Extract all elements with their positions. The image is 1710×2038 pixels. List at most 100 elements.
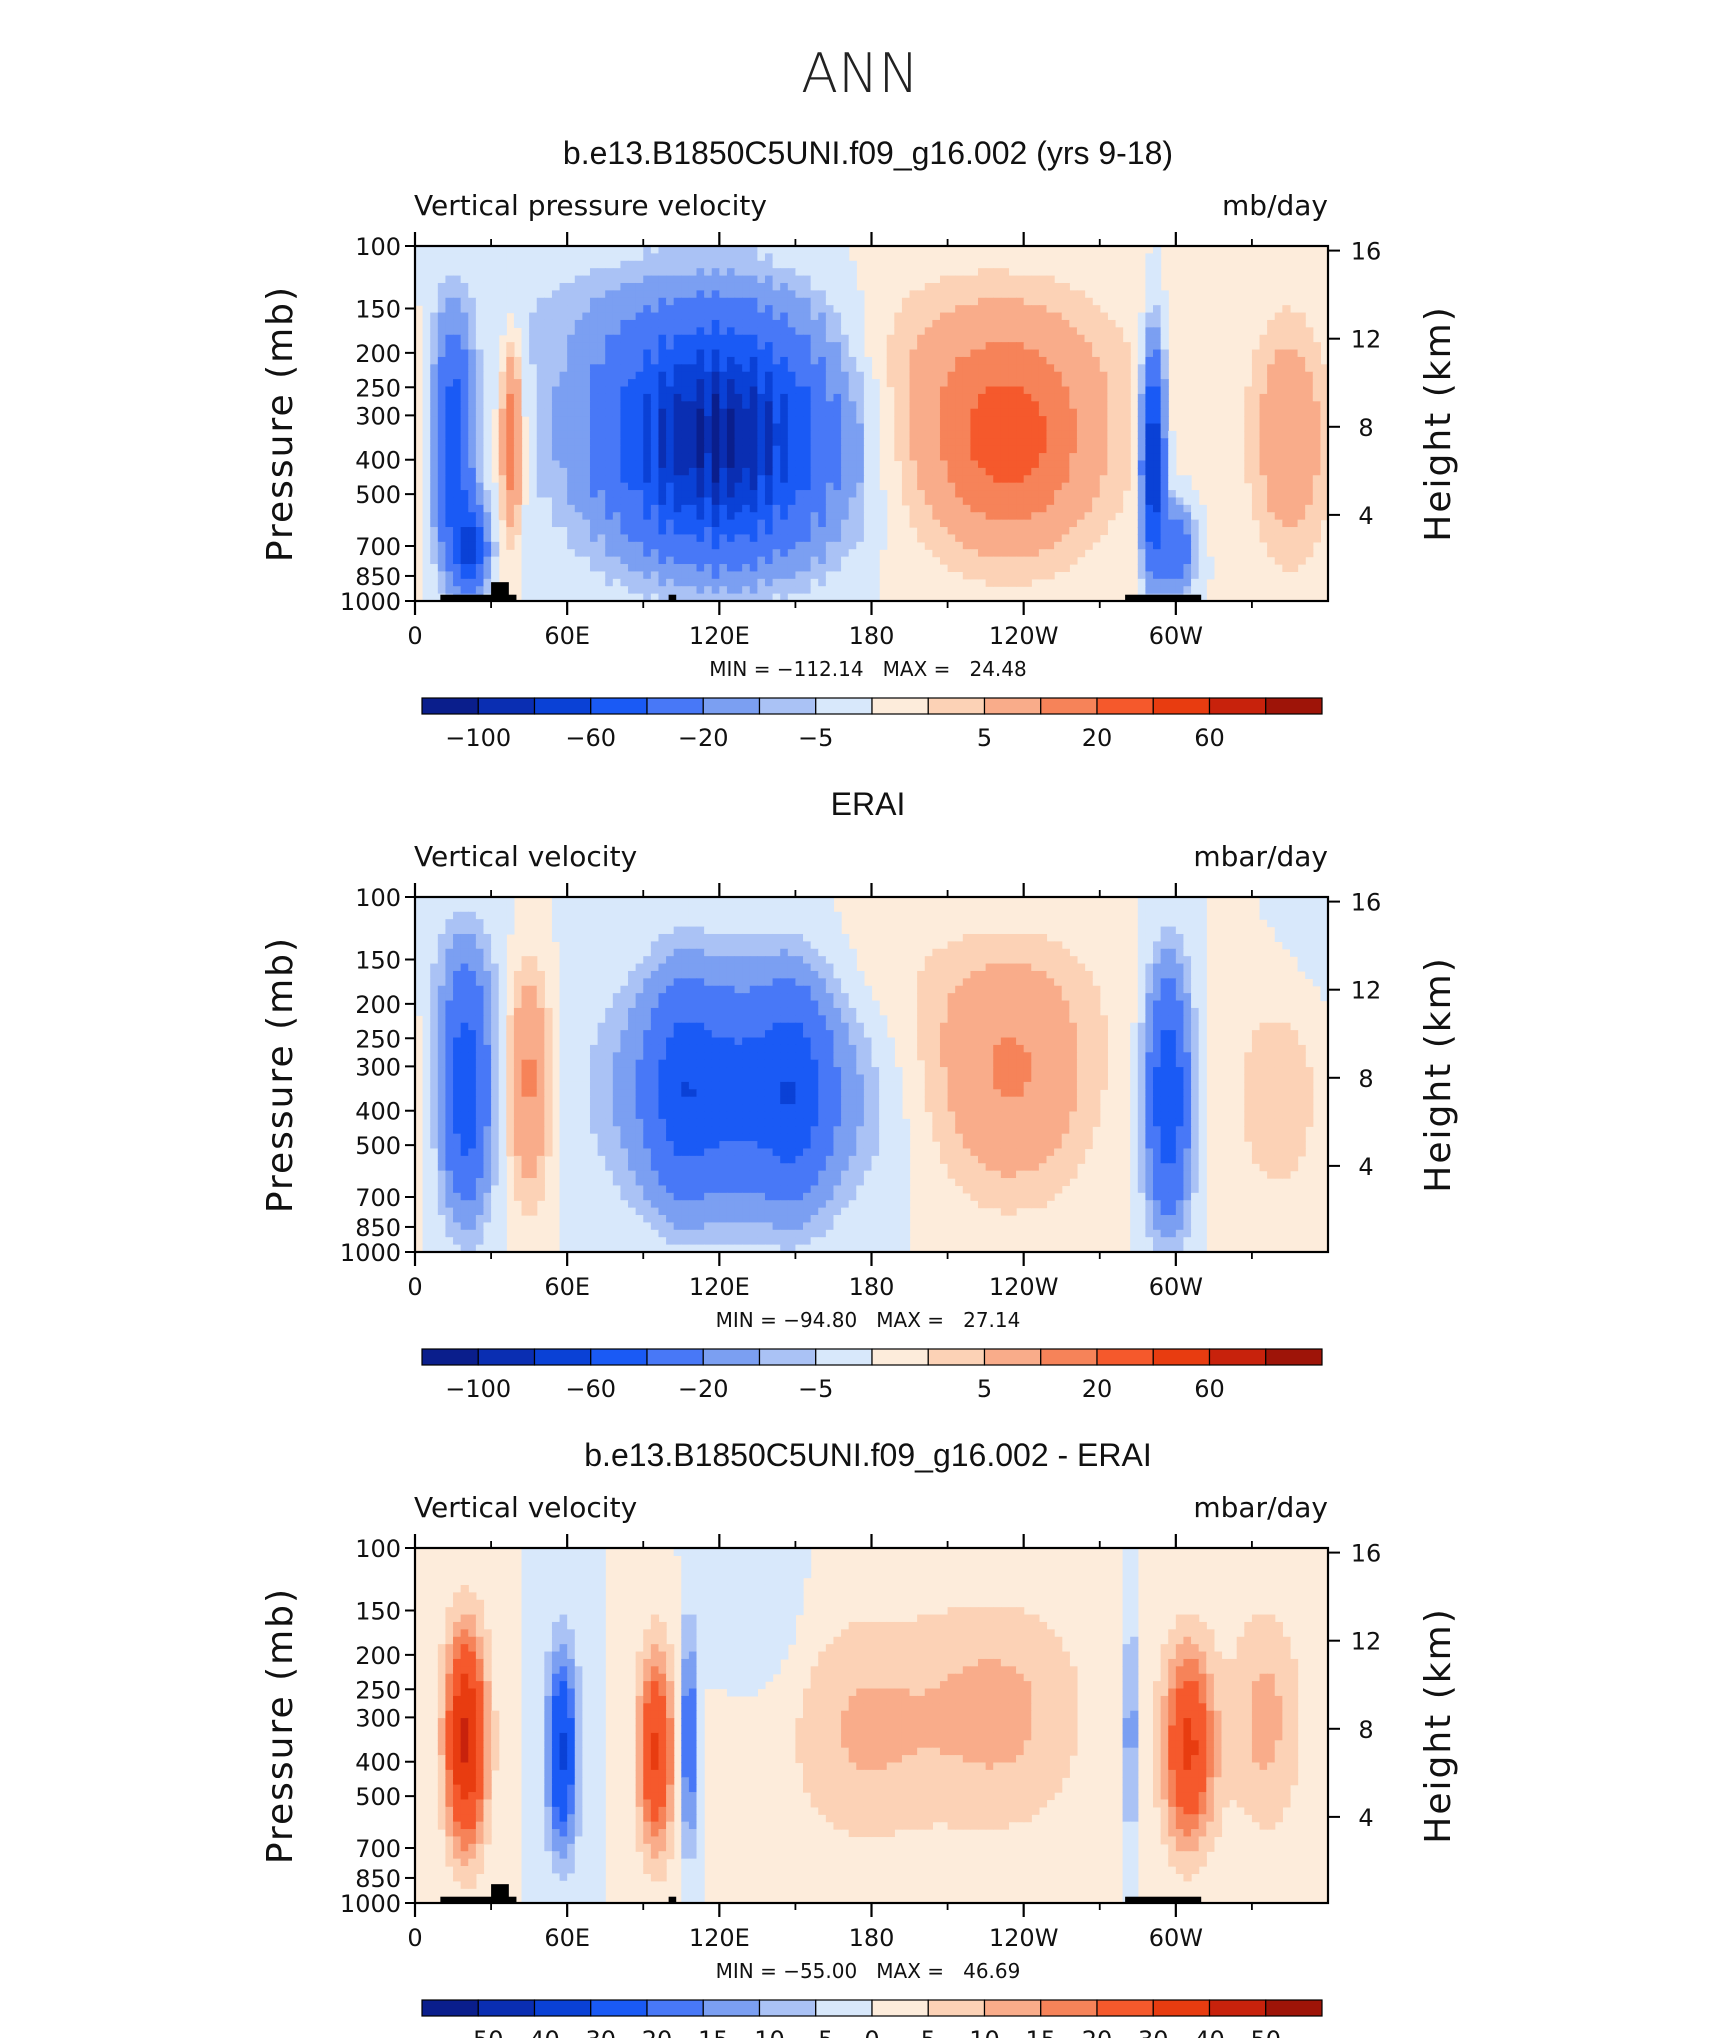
contour-cell [1137, 578, 1146, 587]
contour-cell [803, 482, 812, 491]
contour-cell [939, 453, 949, 462]
contour-cell [628, 364, 637, 373]
contour-cell [841, 490, 850, 499]
contour-cell [818, 556, 827, 565]
contour-cell [1092, 534, 1101, 543]
contour-cell [1198, 564, 1207, 573]
contour-cell [521, 386, 530, 395]
contour-cell [1282, 904, 1291, 913]
contour-cell [1145, 578, 1154, 587]
contour-cell [1038, 319, 1048, 328]
contour-cell [856, 504, 865, 513]
contour-cell [1046, 416, 1055, 425]
contour-cell [430, 534, 439, 543]
contour-cell [620, 467, 629, 476]
contour-cell [985, 393, 994, 402]
contour-cell [757, 386, 766, 395]
contour-cell [1274, 482, 1283, 491]
contour-cell [688, 275, 698, 284]
contour-cell [1153, 919, 1162, 928]
contour-cell [719, 541, 728, 550]
contour-cell [1297, 504, 1306, 513]
contour-cell [711, 904, 720, 913]
contour-cell [841, 356, 850, 365]
contour-cell [620, 379, 629, 388]
contour-cell [1122, 423, 1131, 432]
contour-cell [848, 475, 857, 484]
contour-cell [445, 482, 454, 491]
contour-cell [810, 490, 819, 499]
contour-cell [589, 408, 599, 417]
contour-cell [475, 305, 485, 314]
contour-cell [1084, 482, 1093, 491]
contour-cell [734, 556, 743, 565]
contour-cell [422, 926, 431, 935]
contour-cell [818, 416, 827, 425]
contour-cell [795, 312, 804, 321]
contour-cell [1061, 342, 1070, 351]
contour-cell [1289, 467, 1299, 476]
contour-cell [932, 534, 941, 543]
contour-cell [856, 527, 865, 536]
contour-cell [947, 364, 956, 373]
contour-cell [780, 911, 789, 920]
contour-cell [749, 541, 758, 550]
contour-cell [764, 275, 774, 284]
contour-cell [620, 305, 629, 314]
contour-cell [704, 475, 713, 484]
contour-cell [681, 556, 690, 565]
contour-cell [513, 386, 523, 395]
contour-cell [1274, 342, 1283, 351]
contour-cell [529, 453, 538, 462]
contour-cell [635, 897, 644, 905]
contour-cell [993, 438, 1002, 447]
contour-cell [848, 297, 857, 306]
contour-cell [498, 379, 507, 388]
contour-cell [1267, 342, 1276, 351]
contour-cell [856, 371, 865, 380]
contour-cell [620, 334, 629, 343]
contour-cell [696, 312, 705, 321]
contour-cell [1076, 379, 1086, 388]
contour-cell [635, 453, 644, 462]
contour-cell [764, 246, 774, 254]
contour-cell [658, 919, 667, 928]
contour-cell [962, 282, 972, 291]
contour-cell [597, 275, 606, 284]
contour-cell [551, 527, 561, 536]
contour-cell [551, 897, 561, 905]
contour-cell [529, 327, 538, 336]
contour-cell [1305, 416, 1314, 425]
contour-cell [924, 438, 933, 447]
contour-cell [726, 467, 736, 476]
contour-cell [1267, 423, 1276, 432]
contour-cell [726, 919, 736, 928]
contour-cell [559, 534, 568, 543]
contour-cell [825, 467, 835, 476]
contour-cell [757, 319, 766, 328]
contour-cell [1320, 364, 1328, 373]
contour-cell [757, 519, 766, 528]
contour-cell [711, 445, 720, 454]
contour-cell [688, 586, 698, 595]
contour-cell [551, 534, 561, 543]
contour-cell [917, 401, 926, 410]
contour-cell [787, 460, 797, 469]
contour-cell [924, 312, 933, 321]
contour-cell [711, 438, 720, 447]
contour-cell [628, 342, 637, 351]
contour-cell [567, 364, 576, 373]
contour-cell [1153, 282, 1162, 291]
contour-cell [1175, 490, 1185, 499]
contour-cell [1061, 408, 1070, 417]
contour-cell [574, 586, 583, 595]
contour-cell [1259, 393, 1268, 402]
contour-cell [483, 401, 492, 410]
contour-cell [757, 327, 766, 336]
contour-cell [567, 408, 576, 417]
contour-cell [833, 423, 842, 432]
contour-cell [1282, 467, 1291, 476]
contour-cell [1267, 897, 1276, 905]
contour-cell [985, 541, 994, 550]
contour-cell [719, 319, 728, 328]
